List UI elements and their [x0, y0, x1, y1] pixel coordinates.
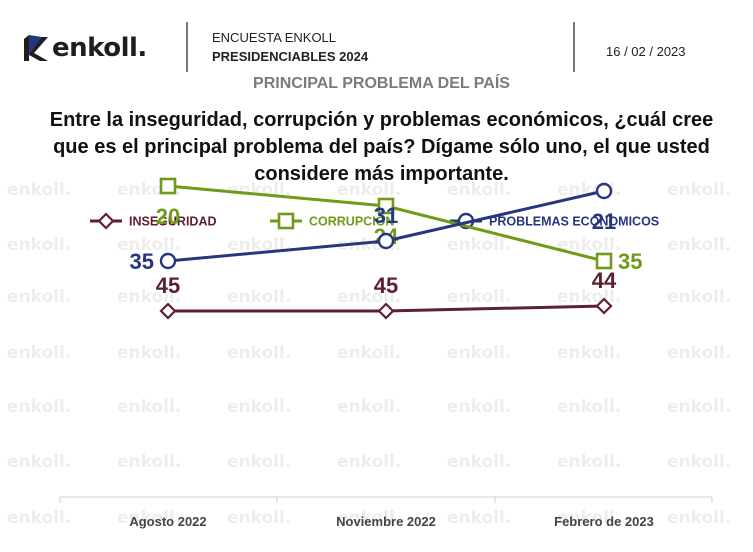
data-point: [159, 252, 177, 270]
data-point: [595, 252, 613, 270]
enkoll-logo-icon: [24, 35, 48, 61]
data-point: [159, 302, 177, 320]
legend-label: INSEGURIDAD: [129, 215, 217, 229]
data-point: [377, 302, 395, 320]
x-tick-label: Agosto 2022: [129, 514, 206, 529]
header-divider-left: [186, 22, 188, 72]
survey-subtitle: PRESIDENCIABLES 2024: [212, 49, 369, 64]
x-tick-label: Noviembre 2022: [336, 514, 436, 529]
series-circle: 35 31 21: [130, 182, 616, 274]
data-label: 21: [592, 209, 616, 234]
chart-legend: INSEGURIDAD CORRUPCIÓN PROBLEMAS ECONOMICO…: [90, 212, 659, 230]
x-tick-label: Febrero de 2023: [554, 514, 654, 529]
data-label: 35: [618, 249, 642, 274]
data-label: 45: [156, 273, 180, 298]
survey-question: Entre la inseguridad, corrupción y probl…: [20, 107, 743, 188]
legend-marker-diamond: [97, 212, 115, 230]
header-divider-right: [573, 22, 575, 72]
data-label: 45: [374, 273, 398, 298]
data-label: 35: [130, 249, 154, 274]
legend-label: PROBLEMAS ECONOMICOS: [489, 215, 659, 229]
brand-name: enkoll.: [52, 33, 147, 63]
x-axis: Agosto 2022 Noviembre 2022 Febrero de 2023: [59, 496, 713, 529]
data-point: [159, 177, 177, 195]
survey-date: 16 / 02 / 2023: [606, 44, 686, 59]
header: enkoll. ENCUESTA ENKOLL PRESIDENCIABLES …: [0, 0, 753, 75]
data-label: 31: [374, 203, 398, 228]
legend-marker-square: [277, 212, 295, 230]
brand-logo: enkoll.: [22, 28, 147, 68]
data-point: [595, 182, 613, 200]
survey-info: ENCUESTA ENKOLL PRESIDENCIABLES 2024: [212, 28, 368, 66]
series-diamond: 45 45 44: [156, 268, 617, 320]
data-label: 44: [592, 268, 617, 293]
legend-label: CORRUPCIÓN: [309, 214, 394, 229]
data-point: [377, 197, 395, 215]
data-point: [595, 297, 613, 315]
question-line-2: que es el principal problema del país? D…: [53, 136, 710, 158]
question-line-3: considere más importante.: [254, 163, 509, 185]
data-label: 20: [156, 204, 180, 229]
section-title: PRINCIPAL PROBLEMA DEL PAÍS: [253, 75, 510, 92]
survey-name: ENCUESTA ENKOLL: [212, 30, 337, 45]
question-line-1: Entre la inseguridad, corrupción y probl…: [49, 109, 714, 131]
data-point: [377, 232, 395, 250]
chart-series: 454544202435353121: [130, 177, 642, 320]
